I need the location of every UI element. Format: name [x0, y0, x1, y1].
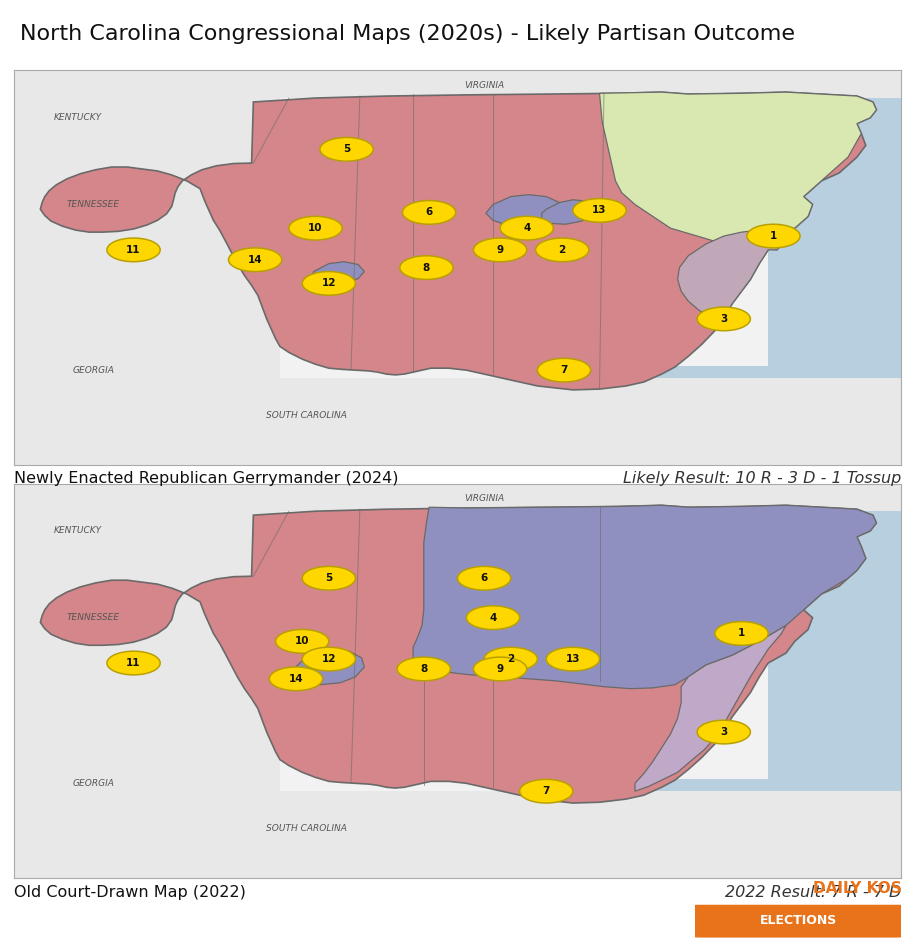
Polygon shape: [14, 484, 280, 878]
Circle shape: [467, 606, 520, 629]
Text: 8: 8: [423, 263, 430, 272]
Polygon shape: [542, 200, 597, 224]
Text: SOUTH CAROLINA: SOUTH CAROLINA: [266, 824, 347, 833]
Text: 1: 1: [770, 231, 777, 241]
Text: 5: 5: [325, 573, 332, 583]
Text: KENTUCKY: KENTUCKY: [54, 114, 102, 122]
Polygon shape: [635, 625, 786, 792]
Text: 3: 3: [720, 727, 727, 737]
Polygon shape: [546, 366, 901, 465]
Circle shape: [473, 238, 527, 262]
Circle shape: [400, 255, 453, 280]
Circle shape: [320, 137, 373, 162]
Text: Likely Result: 10 R - 3 D - 1 Tossup: Likely Result: 10 R - 3 D - 1 Tossup: [623, 471, 901, 486]
FancyBboxPatch shape: [692, 905, 905, 937]
Circle shape: [289, 216, 342, 240]
Text: 9: 9: [497, 664, 503, 674]
Polygon shape: [40, 505, 877, 803]
Text: VIRGINIA: VIRGINIA: [464, 494, 504, 503]
Polygon shape: [768, 70, 901, 465]
Text: 6: 6: [425, 208, 433, 218]
Circle shape: [403, 201, 456, 224]
Polygon shape: [311, 262, 364, 284]
Text: 2: 2: [507, 654, 514, 664]
Text: 2022 Result: 7 R - 7 D: 2022 Result: 7 R - 7 D: [725, 885, 901, 900]
Text: GEORGIA: GEORGIA: [72, 778, 114, 788]
Circle shape: [302, 647, 355, 670]
Text: 10: 10: [308, 223, 323, 233]
Circle shape: [269, 667, 323, 691]
Text: 11: 11: [126, 658, 141, 668]
Text: VIRGINIA: VIRGINIA: [464, 81, 504, 90]
Text: 13: 13: [592, 206, 607, 215]
Circle shape: [302, 566, 355, 590]
Circle shape: [107, 238, 160, 262]
Polygon shape: [14, 378, 901, 465]
Polygon shape: [486, 194, 564, 226]
Circle shape: [546, 647, 599, 670]
Text: Newly Enacted Republican Gerrymander (2024): Newly Enacted Republican Gerrymander (20…: [14, 471, 398, 486]
Text: 5: 5: [343, 145, 350, 154]
Circle shape: [573, 198, 626, 223]
Circle shape: [107, 652, 160, 675]
Polygon shape: [414, 505, 877, 688]
Circle shape: [397, 657, 450, 681]
Circle shape: [715, 622, 768, 645]
Text: TENNESSEE: TENNESSEE: [67, 613, 120, 623]
Text: 11: 11: [126, 245, 141, 254]
Text: KENTUCKY: KENTUCKY: [54, 527, 102, 535]
Text: 10: 10: [295, 637, 309, 646]
Circle shape: [473, 657, 527, 681]
Circle shape: [275, 629, 328, 654]
Circle shape: [520, 779, 573, 803]
Text: 7: 7: [543, 786, 550, 796]
Text: SOUTH CAROLINA: SOUTH CAROLINA: [266, 411, 347, 420]
Text: 14: 14: [288, 674, 303, 684]
Circle shape: [535, 238, 589, 262]
Polygon shape: [14, 484, 901, 511]
Text: DAILY KOS: DAILY KOS: [813, 881, 901, 896]
Circle shape: [302, 271, 355, 295]
Polygon shape: [678, 228, 795, 316]
Text: 6: 6: [480, 573, 488, 583]
Circle shape: [537, 359, 591, 382]
Text: 4: 4: [490, 612, 497, 623]
Text: 9: 9: [497, 245, 503, 254]
Text: TENNESSEE: TENNESSEE: [67, 200, 120, 209]
Polygon shape: [599, 92, 877, 250]
Polygon shape: [14, 70, 901, 98]
Text: 3: 3: [720, 314, 727, 324]
Circle shape: [458, 566, 511, 590]
Circle shape: [484, 647, 537, 670]
Text: North Carolina Congressional Maps (2020s) - Likely Partisan Outcome: North Carolina Congressional Maps (2020s…: [20, 24, 795, 44]
Text: ELECTIONS: ELECTIONS: [759, 914, 837, 927]
Text: 13: 13: [565, 654, 580, 664]
Text: 14: 14: [248, 254, 263, 265]
Polygon shape: [40, 92, 877, 390]
Text: 1: 1: [737, 628, 745, 639]
Circle shape: [697, 307, 750, 331]
Text: 8: 8: [420, 664, 427, 674]
Polygon shape: [768, 484, 901, 878]
Text: 12: 12: [321, 654, 336, 664]
Circle shape: [501, 216, 554, 240]
Polygon shape: [289, 650, 364, 685]
Circle shape: [747, 224, 800, 248]
Text: 12: 12: [321, 278, 336, 288]
Text: 2: 2: [558, 245, 565, 254]
Polygon shape: [14, 70, 280, 465]
Text: 4: 4: [523, 223, 531, 233]
Polygon shape: [14, 792, 901, 878]
Circle shape: [697, 720, 750, 744]
Text: 7: 7: [560, 365, 567, 376]
Circle shape: [229, 248, 282, 271]
Polygon shape: [546, 779, 901, 878]
Text: Old Court-Drawn Map (2022): Old Court-Drawn Map (2022): [14, 885, 245, 900]
Text: GEORGIA: GEORGIA: [72, 365, 114, 375]
